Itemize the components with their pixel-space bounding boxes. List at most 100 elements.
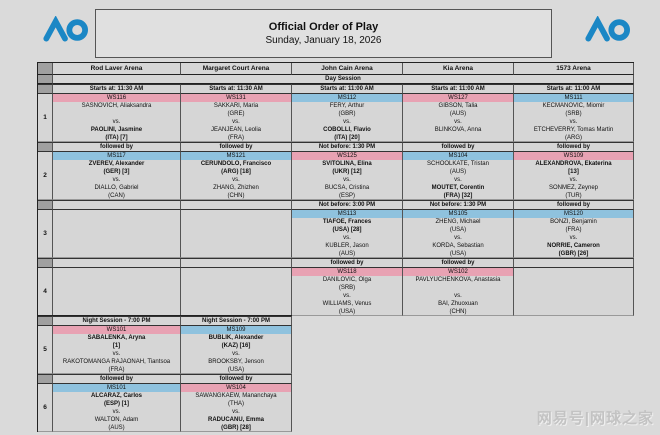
vs-label: vs. [232, 351, 240, 357]
session-header [53, 258, 181, 268]
player-name: BAI, Zhuoxuan [438, 301, 478, 307]
slot-number: 6 [38, 384, 53, 432]
session-header: Starts at: 11:30 AM [181, 84, 292, 94]
vs-label: vs. [112, 351, 121, 357]
vs-label: vs. [343, 235, 351, 241]
table-row: Starts at: 11:30 AM Starts at: 11:30 AM St… [38, 84, 634, 94]
session-header: Starts at: 11:30 AM [53, 84, 181, 94]
match-cell [181, 210, 292, 258]
vs-label: vs. [454, 177, 462, 183]
vs-label: vs. [343, 177, 351, 183]
player-country: (ITA) [20] [334, 135, 360, 141]
player-country: (ESP) [338, 193, 355, 199]
table-row: followed by followed by Not before: 1:30 P… [38, 142, 634, 152]
arena-header: John Cain Arena [292, 63, 403, 75]
match-cell: WS116 SASNOVICH, Aliaksandra vs. PAOLINI, J… [53, 94, 181, 142]
player-name: WALTON, Adam [94, 417, 139, 423]
match-cell: WS131 SAKKARI, Maria (GRE) vs. JEANJEAN, Leo… [181, 94, 292, 142]
match-id: MS112 [292, 94, 402, 102]
session-header: followed by [403, 142, 514, 152]
player-name: SAKKARI, Maria [213, 103, 259, 109]
player-country: [13] [568, 169, 579, 175]
table-row: 5 WS101 SABALENKA, Aryna [1] vs. RAKOTOMANGA … [38, 326, 292, 374]
match-cell: WS118 DANILOVIC, Olga (SRB) vs. WILLIAMS, Ve… [292, 268, 403, 316]
table-row: 3 MS113 TIAFOE, Frances (USA) [28] vs. KUBLER… [38, 210, 634, 258]
player-name: NORRIE, Cameron [547, 243, 600, 249]
match-id: MS117 [53, 152, 180, 160]
slot-number: 1 [38, 94, 53, 142]
session-header [181, 200, 292, 210]
table-row: Day Session [38, 75, 634, 84]
session-header: Not before: 1:30 PM [292, 142, 403, 152]
match-cell: WS125 SVITOLINA, Elina (UKR) [12] vs. BUCSA,… [292, 152, 403, 200]
table-row: followed by followed by [38, 258, 634, 268]
vs-label: vs. [232, 119, 240, 125]
player-name: CERUNDOLO, Francisco [200, 161, 272, 167]
match-cell [181, 268, 292, 316]
player-name: BONZI, Benjamin [550, 219, 597, 225]
session-header [53, 200, 181, 210]
match-cell: MS112 FERY, Arthur (GBR) vs. COBOLLI, Flavio… [292, 94, 403, 142]
player-name: ETCHEVERRY, Tomas Martin [533, 127, 614, 133]
match-id: WS131 [181, 94, 291, 102]
player-name: SAWANGKAEW, Mananchaya [195, 393, 277, 399]
player-name: FERY, Arthur [329, 103, 365, 109]
match-cell: MS101 ALCARAZ, Carlos (ESP) [1] vs. WALTON, … [53, 384, 181, 432]
player-country: (AUS) [449, 111, 467, 117]
match-id: WS104 [181, 384, 291, 392]
player-country: [1] [112, 343, 121, 349]
match-cell: WS102 PAVLYUCHENKOVA, Anastasia vs. BAI, Zh… [403, 268, 514, 316]
slot-header-spacer [38, 258, 53, 268]
player-name: MOUTET, Corentin [431, 185, 485, 191]
player-country: (AUS) [338, 251, 356, 257]
player-country: (SRB) [338, 285, 356, 291]
session-header: followed by [292, 258, 403, 268]
player-country: (GBR) [338, 111, 356, 117]
match-cell: MS113 TIAFOE, Frances (USA) [28] vs. KUBLER,… [292, 210, 403, 258]
page-date: Sunday, January 18, 2026 [265, 35, 382, 46]
slot-header-spacer [38, 374, 53, 384]
player-name: GIBSON, Talia [438, 103, 478, 109]
player-country [403, 134, 513, 141]
arena-header: Kia Arena [403, 63, 514, 75]
player-country: (USA) [227, 367, 245, 373]
player-name: KORDA, Sebastian [432, 243, 484, 249]
slot-header-spacer [38, 316, 53, 326]
session-header: followed by [53, 374, 181, 384]
session-header: Night Session - 7:00 PM [181, 316, 292, 326]
match-id: MS105 [403, 210, 513, 218]
match-cell: MS121 CERUNDOLO, Francisco (ARG) [18] vs. ZH… [181, 152, 292, 200]
match-id: MS104 [403, 152, 513, 160]
player-country: (USA) [449, 251, 467, 257]
vs-label: vs. [232, 409, 240, 415]
player-name: KECMANOVIC, Miomir [542, 103, 605, 109]
match-cell: MS117 ZVEREV, Alexander (GER) [3] vs. DIALLO… [53, 152, 181, 200]
player-country: (SRB) [565, 111, 582, 117]
match-id: MS120 [514, 210, 633, 218]
vs-label: vs. [112, 119, 121, 125]
session-header: Not before: 3:00 PM [292, 200, 403, 210]
match-cell: MS105 ZHENG, Michael (USA) vs. KORDA, Sebast… [403, 210, 514, 258]
session-header: Starts at: 11:00 AM [403, 84, 514, 94]
player-name: SABALENKA, Aryna [87, 335, 146, 341]
player-country: (TUR) [565, 193, 582, 199]
player-name: SASNOVICH, Aliaksandra [81, 103, 152, 109]
slot-header-spacer [38, 142, 53, 152]
player-country: (USA) [28] [332, 227, 362, 233]
player-country: (THA) [228, 401, 244, 407]
vs-label: vs. [232, 177, 240, 183]
player-country: (CHN) [449, 309, 467, 315]
player-name: SCHOOLKATE, Tristan [427, 161, 489, 167]
match-id: WS101 [53, 326, 180, 334]
arena-header: Margaret Court Arena [181, 63, 292, 75]
player-name: ALEXANDROVA, Ekaterina [535, 161, 612, 167]
player-country: (CAN) [108, 193, 125, 199]
player-name: BROOKSBY, Jenson [208, 359, 264, 365]
arena-header: Rod Laver Arena [53, 63, 181, 75]
page-title: Official Order of Play [268, 21, 379, 33]
table-row: 4 WS118 DANILOVIC, Olga (SRB) vs. WILLIAMS, V… [38, 268, 634, 316]
slot-header-spacer [38, 84, 53, 94]
match-cell: WS127 GIBSON, Talia (AUS) vs. BLINKOVA, Anna [403, 94, 514, 142]
table-row: 6 MS101 ALCARAZ, Carlos (ESP) [1] vs. WALTON,… [38, 384, 292, 432]
player-country: (FRA) [228, 135, 244, 141]
